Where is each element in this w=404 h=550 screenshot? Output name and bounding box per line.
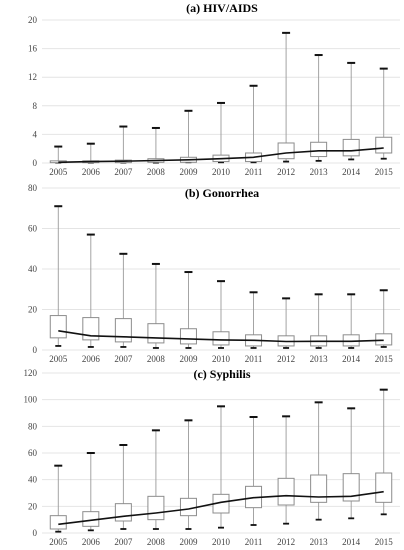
y-tick-label: 12: [28, 72, 37, 82]
x-tick-label: 2015: [375, 167, 394, 177]
box-iqr: [49, 315, 67, 339]
x-tick-label: 2006: [82, 537, 101, 547]
x-tick-label: 2007: [114, 537, 133, 547]
box-iqr: [375, 136, 393, 154]
box-iqr: [212, 331, 230, 346]
y-tick-label: 20: [28, 305, 38, 315]
x-tick-label: 2013: [310, 537, 329, 547]
x-tick-label: 2014: [342, 537, 361, 547]
y-tick-label: 40: [28, 475, 38, 485]
box-iqr: [147, 323, 165, 344]
y-tick-label: 120: [24, 368, 38, 378]
y-tick-label: 0: [33, 528, 38, 538]
x-tick-label: 2009: [179, 167, 198, 177]
x-tick-label: 2013: [310, 354, 329, 364]
y-tick-label: 20: [28, 15, 38, 25]
x-tick-label: 2015: [375, 537, 394, 547]
box-iqr: [310, 474, 328, 503]
y-tick-label: 60: [28, 224, 38, 234]
x-tick-label: 2014: [342, 167, 361, 177]
x-tick-label: 2008: [147, 354, 166, 364]
gonorrhea-title: (b) Gonorrhea: [185, 186, 259, 200]
trend-line: [58, 330, 384, 343]
x-tick-label: 2009: [179, 537, 198, 547]
x-tick-label: 2015: [375, 354, 394, 364]
x-tick-label: 2011: [245, 354, 263, 364]
box-iqr: [342, 473, 360, 502]
x-tick-label: 2007: [114, 354, 133, 364]
x-tick-label: 2014: [342, 354, 361, 364]
hiv-aids-panel: 0 4 8 12 16 20 2005 2006 2007 2008 2009 2010 2011 201…: [28, 1, 400, 177]
box-iqr: [179, 497, 197, 517]
x-tick-label: 2005: [49, 537, 68, 547]
box-iqr: [277, 142, 295, 160]
box-iqr: [147, 495, 165, 521]
x-tick-label: 2010: [212, 354, 231, 364]
y-tick-label: 16: [28, 44, 38, 54]
box-iqr: [114, 318, 132, 343]
gonorrhea-panel: 0 20 40 60 80 2005 2006 2007 2008 2009 2010 2011 201…: [28, 183, 400, 364]
x-tick-label: 2005: [49, 167, 68, 177]
x-tick-label: 2010: [212, 537, 231, 547]
x-tick-label: 2012: [277, 354, 295, 364]
x-tick-label: 2008: [147, 167, 166, 177]
box-iqr: [277, 477, 295, 506]
x-tick-label: 2010: [212, 167, 231, 177]
box-iqr: [49, 515, 67, 530]
y-tick-label: 0: [33, 345, 38, 355]
y-tick-label: 80: [28, 183, 38, 193]
x-tick-label: 2011: [245, 537, 263, 547]
x-tick-label: 2012: [277, 167, 295, 177]
y-tick-label: 20: [28, 501, 38, 511]
hiv-aids-title: (a) HIV/AIDS: [186, 1, 258, 15]
x-tick-label: 2008: [147, 537, 166, 547]
y-tick-label: 40: [28, 264, 38, 274]
x-tick-label: 2013: [310, 167, 329, 177]
x-tick-label: 2011: [245, 167, 263, 177]
y-tick-label: 4: [33, 129, 38, 139]
y-tick-label: 60: [28, 448, 38, 458]
box-iqr: [342, 138, 360, 157]
x-tick-label: 2006: [82, 167, 101, 177]
trend-line: [58, 490, 384, 526]
box-iqr: [310, 141, 328, 158]
x-tick-label: 2005: [49, 354, 68, 364]
syphilis-title: (c) Syphilis: [193, 367, 250, 381]
x-tick-label: 2007: [114, 167, 133, 177]
box-iqr: [114, 503, 132, 522]
x-tick-label: 2012: [277, 537, 295, 547]
x-tick-label: 2009: [179, 354, 198, 364]
x-tick-label: 2006: [82, 354, 101, 364]
y-tick-label: 80: [28, 421, 38, 431]
box-iqr: [179, 328, 197, 345]
trend-line: [58, 147, 384, 164]
syphilis-panel: 0 20 40 60 80 100 120 2005 2006 2007 2008 2009 2010 2…: [24, 367, 400, 547]
y-tick-label: 0: [33, 158, 38, 168]
box-iqr: [82, 317, 100, 341]
box-iqr: [375, 333, 393, 346]
y-tick-label: 8: [33, 101, 38, 111]
y-tick-label: 100: [24, 395, 38, 405]
box-iqr: [375, 472, 393, 503]
